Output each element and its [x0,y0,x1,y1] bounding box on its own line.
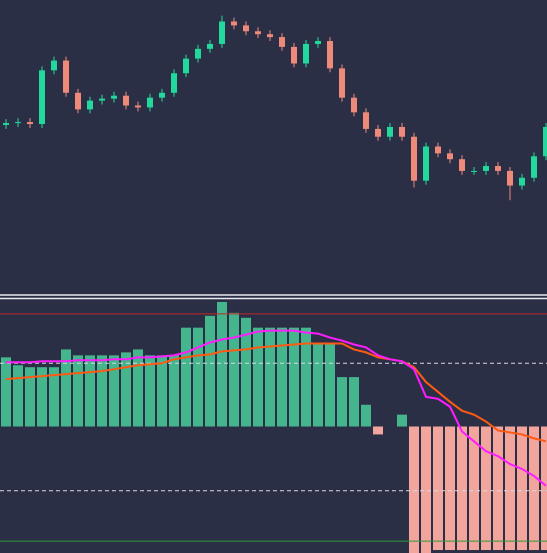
histogram-bar [37,367,47,427]
histogram-bar [181,327,191,427]
candle-body [495,166,501,171]
candle-body [291,46,297,64]
candle-body [471,170,477,172]
candle-body [99,98,105,101]
candle-body [399,126,405,137]
candle-body [363,112,369,129]
histogram-bar [13,365,23,427]
candle-body [3,123,9,126]
candle-body [39,70,45,125]
candle-body [267,34,273,38]
histogram-bar [325,342,335,427]
candle-body [459,159,465,171]
histogram-bar [397,414,407,427]
candle-body [87,100,93,110]
candle-body [171,73,177,93]
histogram-bar [529,426,539,551]
histogram-bar [541,426,547,551]
candle-body [27,122,33,125]
candle-body [219,21,225,44]
histogram-bar [73,355,83,427]
histogram-bar [157,355,167,427]
candle-body [243,25,249,32]
histogram-bar [277,327,287,427]
histogram-bar [97,355,107,427]
candle-body [279,37,285,47]
candle-body [519,177,525,186]
histogram-bar [217,301,227,427]
candle-body [75,92,81,110]
histogram-bar [517,426,527,551]
histogram-bar [61,349,71,427]
candle-body [387,126,393,137]
histogram-bar [505,426,515,551]
histogram-bar [49,367,59,427]
histogram-bar [169,355,179,427]
histogram-bar [289,327,299,427]
histogram-bar [457,426,467,551]
histogram-bar [361,404,371,427]
histogram-bar [25,367,35,427]
histogram-bar [1,357,11,427]
candle-body [195,48,201,59]
histogram-bar [373,426,383,435]
candle-body [123,95,129,106]
histogram-bar [85,355,95,427]
histogram-bar [229,312,239,427]
candle-body [303,43,309,64]
candle-body [159,92,165,98]
histogram-bar [445,426,455,551]
candle-body [147,97,153,108]
candle-body [423,146,429,181]
histogram-bar [193,327,203,427]
histogram-bar [265,327,275,427]
histogram-bar [301,327,311,427]
candle-body [339,68,345,98]
candle-body [327,41,333,69]
candle-body [111,95,117,99]
candle-body [231,21,237,26]
candle-body [543,126,547,157]
histogram-bar [253,327,263,427]
histogram-bar [109,355,119,427]
histogram-bar [313,342,323,427]
candle-body [207,43,213,49]
histogram-bar [409,426,419,553]
candle-body [51,60,57,71]
histogram-bar [469,426,479,551]
histogram-bar [241,317,251,427]
candle-body [411,136,417,181]
candle-body [315,41,321,44]
candle-body [531,156,537,178]
histogram-bar [145,355,155,427]
candle-body [135,105,141,108]
candle-body [483,166,489,171]
candle-body [447,153,453,160]
histogram-bar [421,426,431,553]
indicator-line [6,329,547,487]
candle-body [507,170,513,186]
candle-body [255,31,261,35]
histogram-bar [349,377,359,427]
histogram-bar [121,352,131,427]
histogram-bar [337,377,347,427]
candle-body [375,128,381,137]
histogram-bar [481,426,491,551]
candle-body [351,97,357,113]
candle-body [435,146,441,154]
indicator-line [5,342,547,443]
histogram-bar [133,349,143,427]
histogram-bar [493,426,503,551]
candle-body [15,122,21,124]
candle-body [183,58,189,74]
histogram-bar [433,426,443,551]
candle-body [63,60,69,93]
histogram-bar [205,315,215,427]
